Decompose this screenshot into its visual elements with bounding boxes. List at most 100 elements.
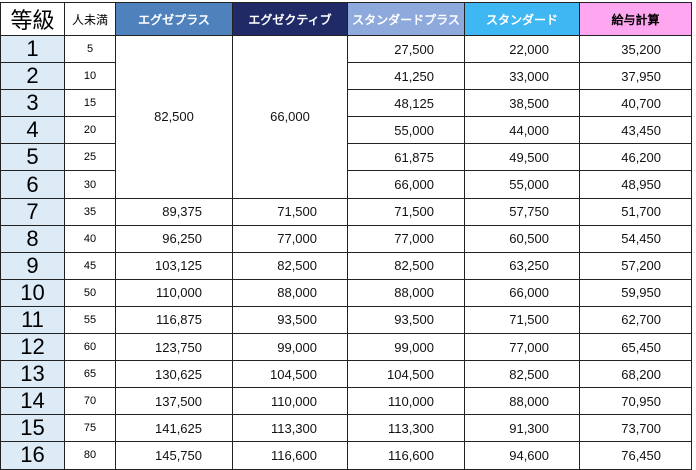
standard-cell: 33,000: [464, 62, 580, 91]
table-row: 8 40 96,250 77,000 77,000 60,500 54,450: [0, 224, 692, 253]
rank-cell: 5: [0, 143, 65, 172]
header-egze-active: エグゼクティブ: [232, 2, 348, 36]
min-people-cell: 20: [64, 116, 116, 145]
egze-plus-cell: 103,125: [115, 251, 233, 280]
standard-plus-cell: 61,875: [347, 143, 465, 172]
egze-active-cell: 77,000: [232, 224, 348, 253]
egze-active-cell: 88,000: [232, 278, 348, 307]
min-people-cell: 35: [64, 197, 116, 226]
standard-cell: 71,500: [464, 305, 580, 335]
min-people-cell: 15: [64, 89, 116, 118]
salary-cell: 57,200: [579, 251, 692, 280]
egze-active-merged-cell: 66,000: [232, 35, 348, 199]
standard-cell: 94,600: [464, 441, 580, 470]
rank-cell: 3: [0, 89, 65, 118]
egze-active-cell: 71,500: [232, 197, 348, 226]
table-body: 1 5 82,500 66,000 27,500 22,000 35,200 2 10 41,25…: [0, 34, 692, 470]
standard-plus-cell: 99,000: [347, 333, 465, 362]
table-row: 11 55 116,875 93,500 93,500 71,500 62,700: [0, 305, 692, 335]
rank-cell: 11: [0, 305, 65, 335]
rank-cell: 14: [0, 387, 65, 416]
rank-cell: 15: [0, 414, 65, 443]
salary-cell: 62,700: [579, 305, 692, 335]
rank-cell: 2: [0, 62, 65, 91]
standard-cell: 57,750: [464, 197, 580, 226]
table-row: 5 25 61,875 49,500 46,200: [0, 143, 692, 172]
egze-plus-cell: 96,250: [115, 224, 233, 253]
standard-plus-cell: 82,500: [347, 251, 465, 280]
header-standard: スタンダード: [464, 2, 580, 36]
salary-cell: 37,950: [579, 62, 692, 91]
standard-plus-cell: 71,500: [347, 197, 465, 226]
egze-plus-cell: 145,750: [115, 441, 233, 470]
header-row: 等級 人未満 エグゼプラス エグゼクティブ スタンダードプラス スタンダード 給…: [0, 2, 692, 36]
standard-cell: 55,000: [464, 170, 580, 199]
rank-cell: 10: [0, 278, 65, 307]
standard-plus-cell: 113,300: [347, 414, 465, 443]
egze-plus-cell: 110,000: [115, 278, 233, 307]
egze-plus-cell: 130,625: [115, 360, 233, 389]
salary-cell: 73,700: [579, 414, 692, 443]
rank-cell: 13: [0, 360, 65, 389]
salary-cell: 54,450: [579, 224, 692, 253]
egze-active-cell: 110,000: [232, 387, 348, 416]
standard-cell: 66,000: [464, 278, 580, 307]
header-egze-plus: エグゼプラス: [115, 2, 233, 36]
header-standard-plus: スタンダードプラス: [347, 2, 465, 36]
rank-cell: 9: [0, 251, 65, 280]
min-people-cell: 10: [64, 62, 116, 91]
salary-cell: 35,200: [579, 34, 692, 64]
min-people-cell: 45: [64, 251, 116, 280]
standard-plus-cell: 77,000: [347, 224, 465, 253]
min-people-cell: 25: [64, 143, 116, 172]
standard-plus-cell: 41,250: [347, 62, 465, 91]
standard-cell: 77,000: [464, 333, 580, 362]
min-people-cell: 75: [64, 414, 116, 443]
rank-cell: 7: [0, 197, 65, 226]
standard-plus-cell: 66,000: [347, 170, 465, 199]
salary-cell: 48,950: [579, 170, 692, 199]
rank-cell: 4: [0, 116, 65, 145]
min-people-cell: 80: [64, 441, 116, 470]
salary-cell: 43,450: [579, 116, 692, 145]
table-row: 3 15 48,125 38,500 40,700: [0, 89, 692, 118]
rank-cell: 1: [0, 34, 65, 64]
salary-cell: 51,700: [579, 197, 692, 226]
egze-plus-cell: 116,875: [115, 305, 233, 335]
egze-active-cell: 113,300: [232, 414, 348, 443]
standard-plus-cell: 55,000: [347, 116, 465, 145]
standard-cell: 60,500: [464, 224, 580, 253]
standard-cell: 63,250: [464, 251, 580, 280]
header-salary: 給与計算: [579, 2, 692, 36]
standard-cell: 91,300: [464, 414, 580, 443]
egze-active-cell: 99,000: [232, 333, 348, 362]
egze-plus-cell: 89,375: [115, 197, 233, 226]
egze-active-cell: 116,600: [232, 441, 348, 470]
table-row: 10 50 110,000 88,000 88,000 66,000 59,950: [0, 278, 692, 307]
rank-cell: 16: [0, 441, 65, 470]
rank-cell: 6: [0, 170, 65, 199]
min-people-cell: 55: [64, 305, 116, 335]
min-people-cell: 70: [64, 387, 116, 416]
salary-cell: 76,450: [579, 441, 692, 470]
min-people-cell: 60: [64, 333, 116, 362]
header-min-people: 人未満: [64, 2, 116, 36]
table-row: 12 60 123,750 99,000 99,000 77,000 65,450: [0, 333, 692, 362]
min-people-cell: 30: [64, 170, 116, 199]
egze-plus-merged-cell: 82,500: [115, 35, 233, 199]
standard-cell: 38,500: [464, 89, 580, 118]
rank-cell: 12: [0, 333, 65, 362]
egze-active-cell: 93,500: [232, 305, 348, 335]
table-row: 15 75 141,625 113,300 113,300 91,300 73,700: [0, 414, 692, 443]
table-row: 9 45 103,125 82,500 82,500 63,250 57,200: [0, 251, 692, 280]
standard-cell: 49,500: [464, 143, 580, 172]
standard-plus-cell: 104,500: [347, 360, 465, 389]
rank-cell: 8: [0, 224, 65, 253]
table-row: 16 80 145,750 116,600 116,600 94,600 76,450: [0, 441, 692, 470]
table-row: 1 5 82,500 66,000 27,500 22,000 35,200: [0, 34, 692, 199]
salary-cell: 46,200: [579, 143, 692, 172]
salary-cell: 68,200: [579, 360, 692, 389]
standard-cell: 82,500: [464, 360, 580, 389]
